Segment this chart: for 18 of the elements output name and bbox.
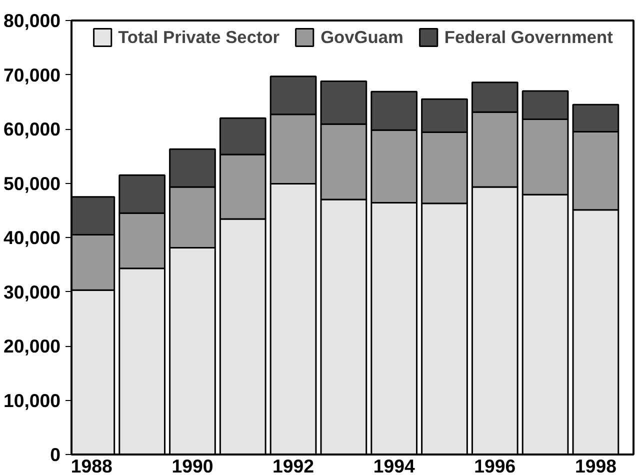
legend-label: GovGuam <box>320 26 404 48</box>
x-tick-label: 1992 <box>272 456 314 475</box>
x-tick-label: 1998 <box>574 456 616 475</box>
x-tick-label: 1988 <box>70 456 112 475</box>
y-tick-label: 40,000 <box>3 227 60 248</box>
y-tick-label: 60,000 <box>3 118 60 140</box>
y-tick-label: 10,000 <box>3 390 60 411</box>
x-tick-label: 1994 <box>373 456 416 475</box>
legend-label: Federal Government <box>444 26 613 48</box>
x-tick-label: 1990 <box>172 456 214 475</box>
legend-label: Total Private Sector <box>118 26 280 48</box>
y-tick-label: 80,000 <box>3 10 60 31</box>
y-tick-label: 30,000 <box>3 281 60 302</box>
y-tick-label: 50,000 <box>3 172 60 194</box>
x-tick-label: 1996 <box>474 456 516 475</box>
y-tick-label: 20,000 <box>3 336 60 356</box>
y-tick-label: 70,000 <box>3 64 60 86</box>
y-tick-label: 0 <box>50 444 61 465</box>
